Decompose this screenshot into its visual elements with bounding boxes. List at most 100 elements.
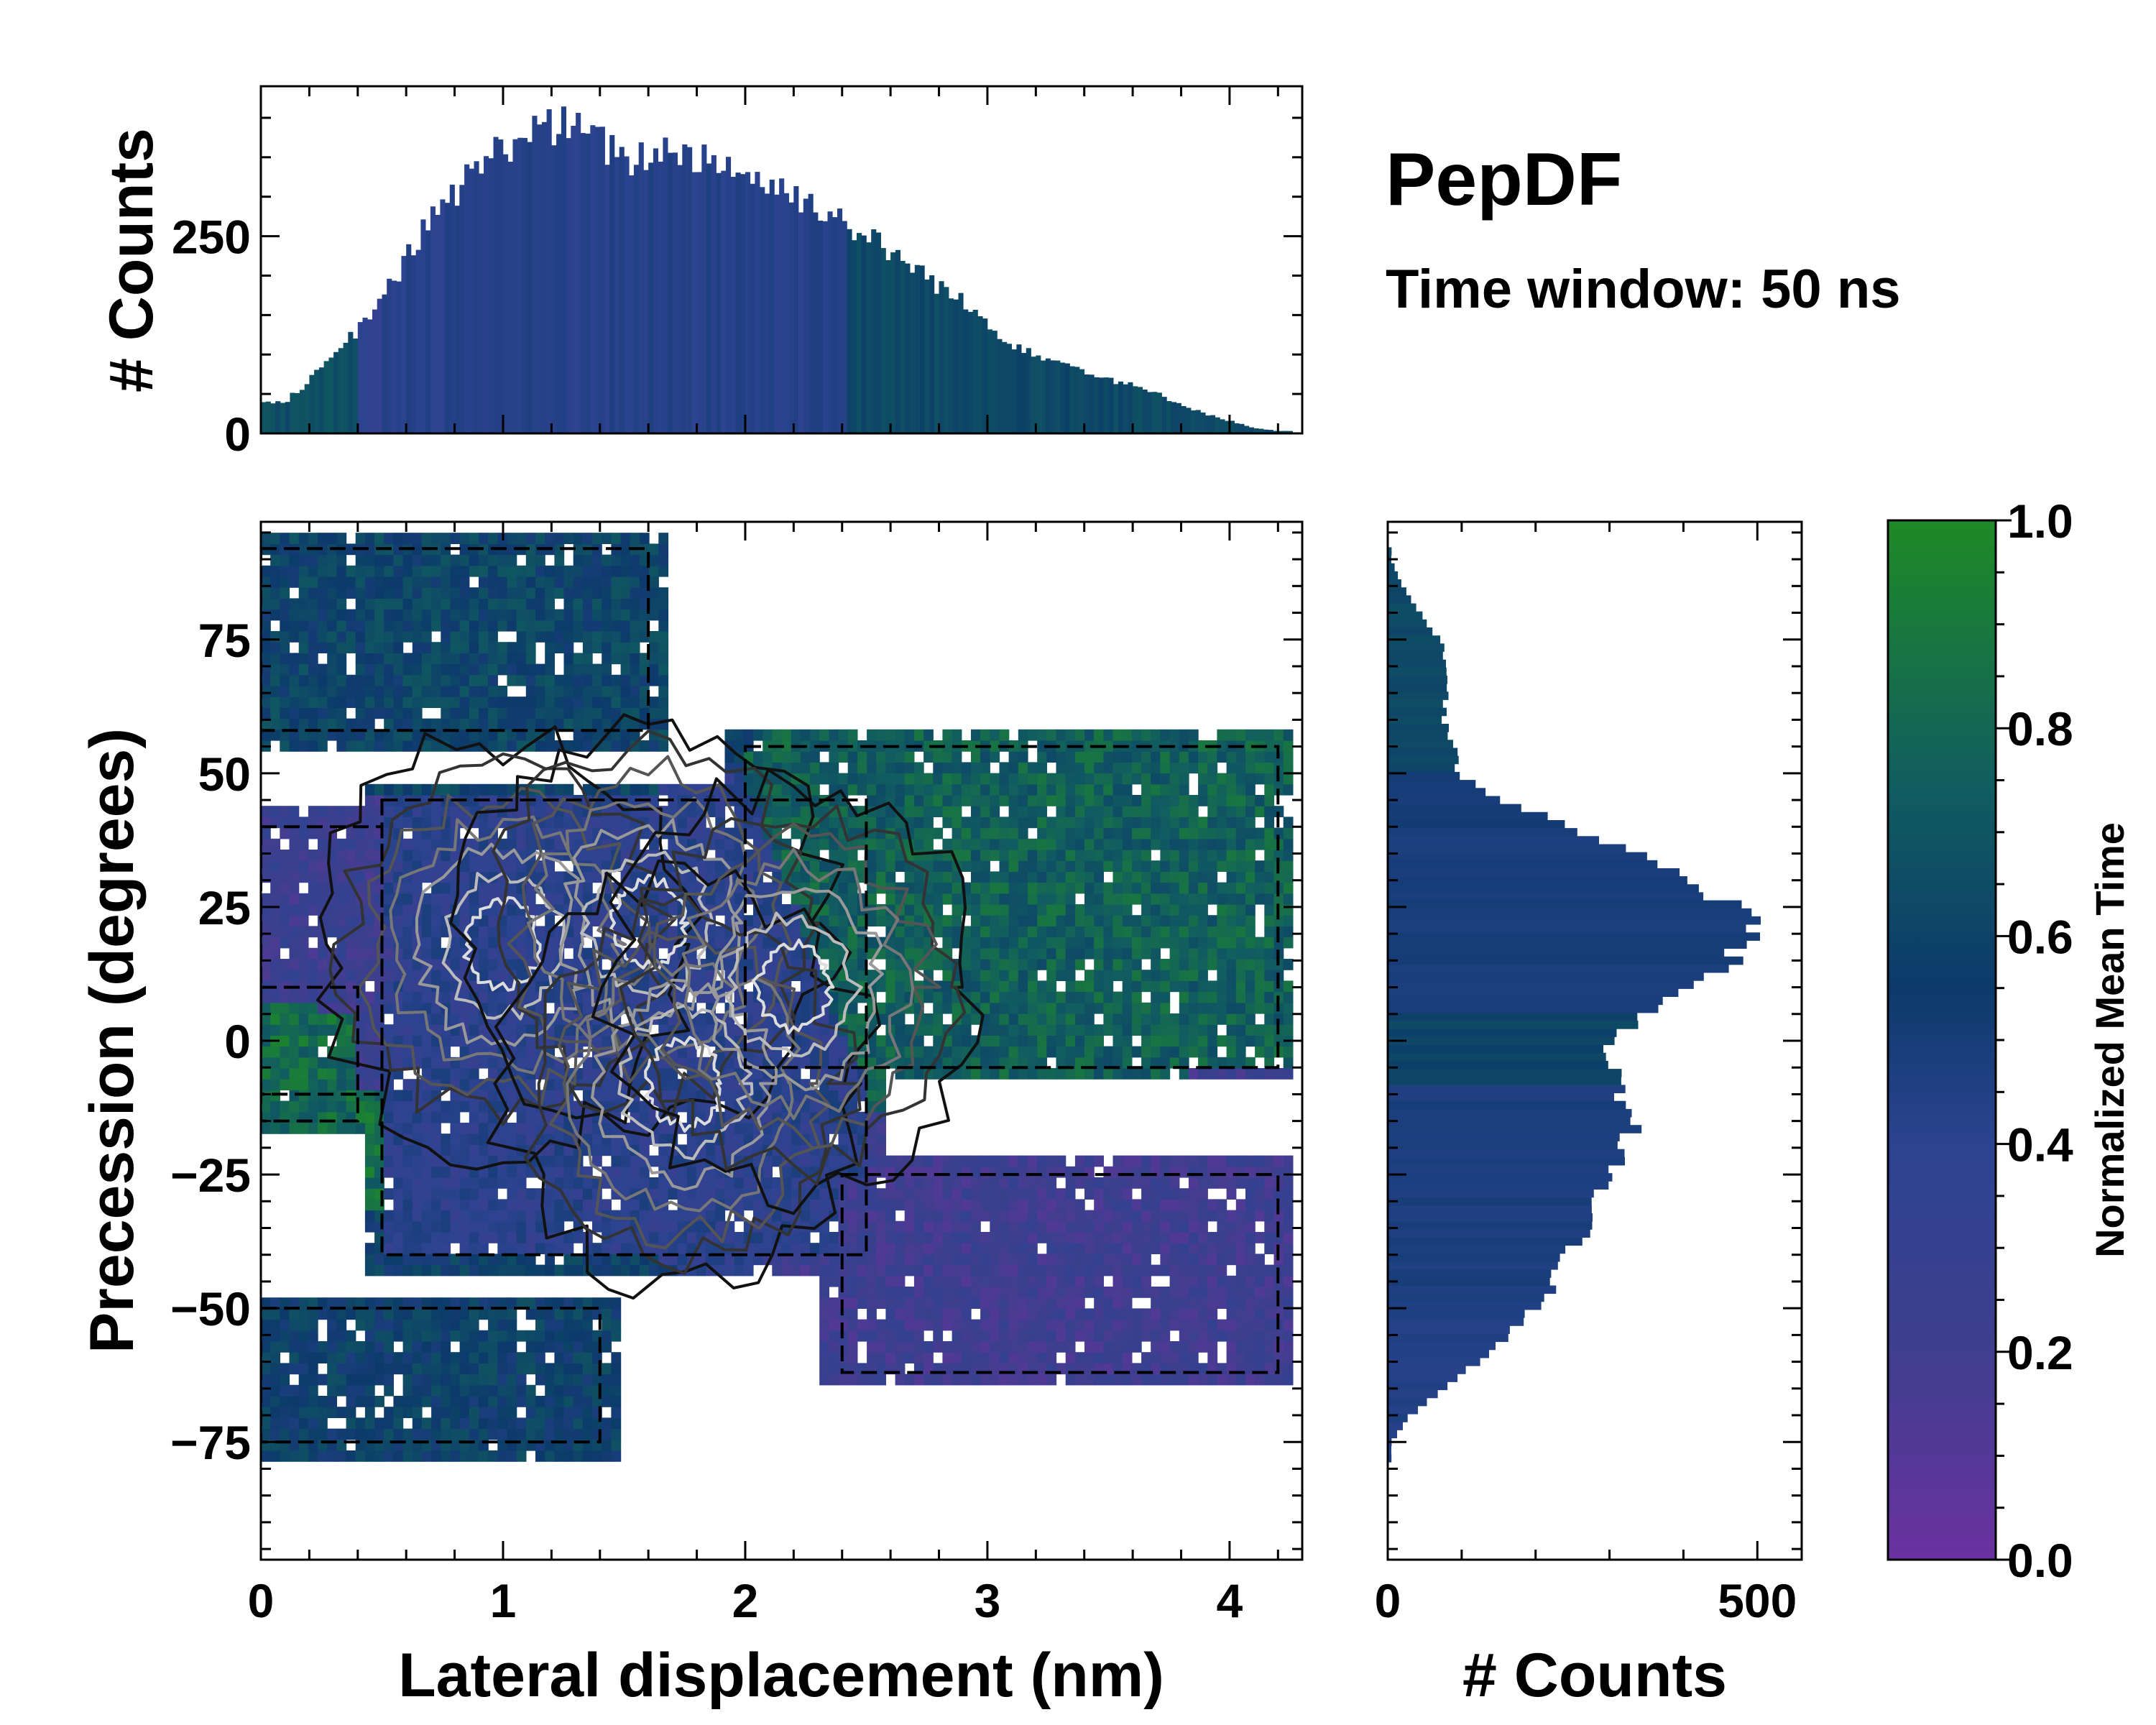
heatmap-cell: [280, 959, 290, 970]
heatmap-cell: [545, 1428, 555, 1440]
heatmap-cell: [355, 1111, 366, 1123]
top-histogram-bar: [522, 137, 528, 433]
heatmap-cell: [308, 587, 318, 599]
heatmap-cell: [942, 740, 953, 752]
heatmap-cell: [402, 718, 413, 730]
heatmap-cell: [791, 762, 801, 774]
heatmap-cell: [602, 1450, 612, 1462]
heatmap-cell: [308, 1374, 318, 1386]
heatmap-cell: [573, 850, 584, 861]
heatmap-cell: [336, 587, 347, 599]
heatmap-cell: [469, 1428, 479, 1440]
heatmap-cell: [885, 762, 896, 774]
heatmap-cell: [791, 1243, 801, 1254]
heatmap-cell: [507, 1450, 517, 1462]
heatmap-cell: [327, 915, 337, 926]
heatmap-cell: [270, 718, 280, 730]
heatmap-cell: [308, 686, 318, 697]
heatmap-cell: [649, 816, 659, 829]
heatmap-cell: [441, 1319, 451, 1331]
heatmap-cell: [658, 1002, 669, 1014]
heatmap-cell: [393, 1100, 404, 1113]
heatmap-cell: [516, 642, 527, 653]
heatmap-cell: [800, 1243, 811, 1254]
heatmap-cell: [459, 554, 470, 566]
heatmap-cell: [630, 1166, 640, 1178]
heatmap-cell: [639, 1177, 650, 1189]
heatmap-cell: [620, 850, 631, 861]
heatmap-cell: [829, 729, 839, 741]
heatmap-cell: [469, 565, 479, 577]
heatmap-cell: [554, 533, 565, 544]
heatmap-cell: [923, 1188, 934, 1200]
heatmap-cell: [364, 587, 375, 599]
heatmap-cell: [507, 729, 517, 741]
heatmap-cell: [791, 947, 801, 960]
heatmap-cell: [847, 1264, 858, 1276]
heatmap-cell: [573, 1352, 584, 1363]
heatmap-cell: [611, 1155, 622, 1167]
top-histogram-bar: [1248, 427, 1254, 433]
heatmap-cell: [876, 783, 886, 796]
heatmap-cell: [364, 1330, 375, 1342]
heatmap-cell: [677, 1210, 688, 1222]
heatmap-cell: [384, 642, 394, 653]
heatmap-cell: [639, 1111, 650, 1123]
heatmap-cell: [450, 1111, 461, 1123]
heatmap-cell: [895, 1264, 906, 1276]
heatmap-cell: [829, 1275, 839, 1287]
heatmap-cell: [980, 947, 990, 960]
heatmap-cell: [857, 1057, 867, 1069]
heatmap-cell: [611, 1352, 622, 1363]
heatmap-cell: [649, 663, 659, 676]
heatmap-cell: [952, 816, 962, 829]
heatmap-cell: [857, 1264, 867, 1276]
heatmap-cell: [781, 904, 792, 916]
top-histogram-bar: [619, 147, 625, 433]
heatmap-cell: [602, 1243, 612, 1254]
heatmap-cell: [308, 827, 318, 840]
heatmap-cell: [450, 653, 461, 665]
heatmap-cell: [933, 827, 944, 840]
heatmap-cell: [649, 554, 659, 566]
heatmap-cell: [913, 1046, 924, 1058]
heatmap-cell: [280, 1384, 290, 1397]
heatmap-cell: [280, 1046, 290, 1058]
heatmap-cell: [298, 980, 309, 993]
heatmap-cell: [298, 565, 309, 577]
heatmap-cell: [289, 1024, 300, 1036]
heatmap-cell: [942, 1057, 953, 1069]
heatmap-cell: [952, 1166, 962, 1178]
heatmap-cell: [261, 1417, 271, 1430]
heatmap-cell: [450, 631, 461, 643]
heatmap-cell: [298, 1363, 309, 1375]
heatmap-cell: [545, 576, 555, 588]
heatmap-cell: [450, 1068, 461, 1080]
heatmap-cell: [289, 860, 300, 872]
heatmap-cell: [431, 816, 441, 829]
heatmap-cell: [441, 1308, 451, 1320]
heatmap-cell: [904, 729, 915, 741]
top-histogram-bar: [668, 152, 673, 433]
top-histogram-bar: [1171, 402, 1177, 433]
heatmap-cell: [336, 1079, 347, 1090]
heatmap-cell: [346, 1450, 356, 1462]
heatmap-cell: [270, 850, 280, 861]
heatmap-cell: [516, 1232, 527, 1243]
heatmap-cell: [384, 1188, 394, 1200]
top-histogram-bar: [939, 281, 944, 433]
heatmap-cell: [743, 773, 754, 785]
heatmap-cell: [469, 642, 479, 653]
heatmap-cell: [384, 565, 394, 577]
heatmap-cell: [876, 1155, 886, 1167]
heatmap-cell: [393, 543, 404, 556]
heatmap-cell: [355, 1363, 366, 1375]
heatmap-cell: [582, 598, 593, 610]
heatmap-cell: [469, 554, 479, 566]
heatmap-cell: [318, 816, 328, 829]
heatmap-cell: [289, 1123, 300, 1134]
heatmap-cell: [724, 1254, 735, 1266]
heatmap-cell: [611, 620, 622, 632]
heatmap-cell: [289, 882, 300, 894]
heatmap-cell: [847, 1297, 858, 1309]
